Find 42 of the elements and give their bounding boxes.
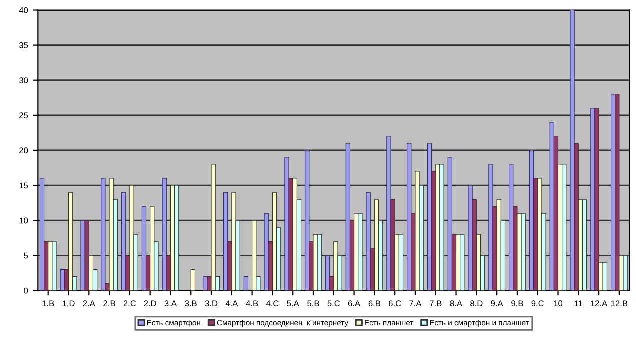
- x-tick-label: 8.D: [470, 300, 483, 307]
- bar: [190, 269, 196, 291]
- x-tick-label: 5.B: [308, 300, 320, 307]
- y-tick-label: 35: [19, 42, 28, 48]
- x-tick-label: 5.A: [287, 300, 300, 307]
- y-tick-label: 20: [20, 148, 28, 154]
- x-tick-label: 10: [554, 300, 563, 307]
- x-tick-label: 9.A: [491, 300, 504, 307]
- x-tick-label: 7.B: [430, 300, 442, 306]
- y-tick-label: 25: [20, 112, 28, 119]
- x-tick-label: 9.C: [532, 300, 544, 307]
- x-tick-label: 8.A: [450, 300, 463, 307]
- bar: [244, 276, 249, 291]
- y-tick-label: 15: [20, 182, 28, 189]
- x-tick-label: 6.A: [348, 300, 361, 307]
- x-tick-label: 9.B: [512, 300, 524, 307]
- x-tick-label: 12.A: [591, 300, 608, 306]
- x-tick-label: 6.C: [389, 300, 402, 307]
- x-tick-label: 2.B: [104, 300, 116, 306]
- x-tick-label: 2.C: [124, 300, 136, 307]
- x-tick-label: 4.C: [266, 300, 279, 307]
- x-tick-label: 12.B: [612, 300, 628, 306]
- y-tick-label: 10: [20, 218, 28, 224]
- y-tick-label: 40: [19, 7, 28, 14]
- y-tick-label: 30: [19, 78, 28, 84]
- x-tick-label: 11: [574, 300, 583, 306]
- x-tick-label: 2.D: [144, 300, 156, 306]
- x-tick-label: 3.B: [185, 300, 197, 307]
- bar: [313, 234, 318, 291]
- x-tick-label: 7.A: [410, 300, 422, 306]
- x-tick-label: 1.B: [42, 300, 54, 306]
- y-tick-label: 0: [24, 288, 28, 294]
- y-tick-label: 5: [24, 252, 28, 259]
- x-tick-label: 3.A: [164, 300, 177, 307]
- x-tick-label: 4.A: [226, 300, 238, 306]
- x-tick-label: 4.B: [246, 300, 258, 306]
- x-tick-label: 3.D: [205, 300, 218, 307]
- x-tick-label: 6.B: [368, 300, 381, 307]
- x-tick-label: 2.A: [83, 300, 96, 306]
- x-tick-label: 5.C: [328, 300, 340, 307]
- bar: [602, 262, 608, 291]
- x-tick-label: 1.D: [62, 300, 75, 306]
